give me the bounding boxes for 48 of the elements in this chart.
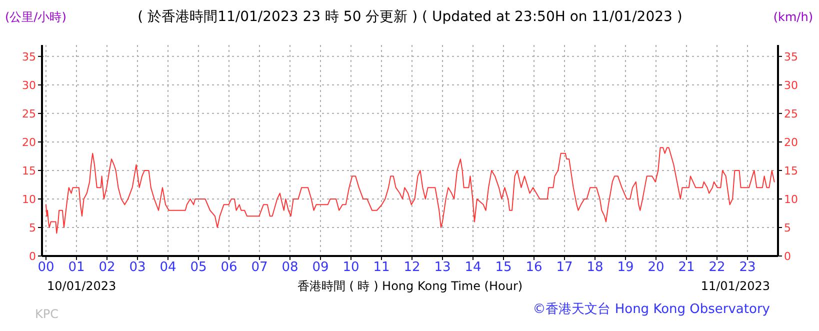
x-tick-label: 06 <box>220 260 238 275</box>
x-axis-title: 香港時間 ( 時 ) Hong Kong Time (Hour) <box>297 279 523 293</box>
y-tick-label: 0 <box>29 250 36 263</box>
x-tick-label: 05 <box>190 260 207 275</box>
y2-axis-title: (km/h) <box>773 10 813 24</box>
x-tick-label: 14 <box>464 260 482 275</box>
x-tick-label: 01 <box>68 260 85 275</box>
x-tick-label: 10 <box>342 260 360 275</box>
x-tick-label: 22 <box>708 260 726 275</box>
y-tick-label: 20 <box>22 136 36 149</box>
y-axis-title: (公里/小時) <box>5 10 66 24</box>
x-tick-label: 02 <box>98 260 116 275</box>
x-tick-label: 12 <box>404 260 420 275</box>
x-tick-label: 18 <box>586 260 604 275</box>
y2-tick-label: 20 <box>784 136 798 149</box>
x-tick-label: 20 <box>648 260 664 275</box>
y2-tick-label: 5 <box>784 221 791 234</box>
y-tick-label: 30 <box>22 78 36 92</box>
y-tick-label: 15 <box>22 164 36 178</box>
x-tick-label: 16 <box>526 260 542 275</box>
x-tick-label: 19 <box>617 260 634 275</box>
y2-tick-label: 10 <box>784 192 798 206</box>
y-tick-label: 5 <box>29 221 36 234</box>
x-tick-label: 13 <box>434 260 451 275</box>
x-tick-label: 07 <box>251 260 268 275</box>
y-tick-label: 25 <box>22 107 36 120</box>
x-tick-label: 11 <box>373 260 390 275</box>
text: 10/01/2023 <box>47 279 116 293</box>
y2-tick-label: 25 <box>784 107 798 120</box>
text: KPC <box>35 307 58 321</box>
x-tick-label: 17 <box>556 260 573 275</box>
x-tick-label: 09 <box>312 260 329 275</box>
x-tick-label: 03 <box>129 260 146 275</box>
x-tick-label: 15 <box>495 260 512 275</box>
text: ©香港天文台 Hong Kong Observatory <box>532 302 770 317</box>
x-tick-label: 08 <box>282 260 298 275</box>
chart-title: ( 於香港時間11/01/2023 23 時 50 分更新 ) ( Updated at 23:50H on 11/01/2023 ) <box>138 9 682 25</box>
x-tick-label: 00 <box>38 260 54 275</box>
y2-tick-label: 35 <box>784 50 798 64</box>
text: 11/01/2023 <box>700 279 770 293</box>
y-tick-label: 35 <box>22 50 36 64</box>
y2-tick-label: 15 <box>784 164 798 178</box>
y2-tick-label: 0 <box>784 250 791 263</box>
x-tick-label: 21 <box>678 260 695 275</box>
y2-tick-label: 30 <box>784 78 798 92</box>
x-tick-label: 23 <box>739 260 756 275</box>
x-tick-label: 04 <box>160 260 176 275</box>
y-tick-label: 10 <box>22 192 36 206</box>
